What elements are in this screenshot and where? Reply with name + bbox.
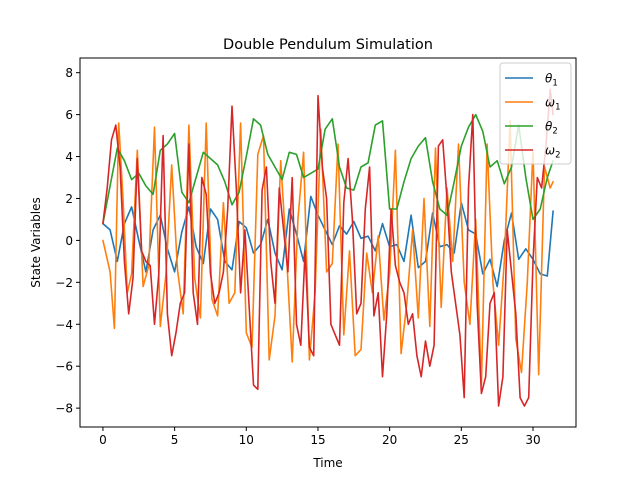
- legend-label-2: ω1: [545, 96, 560, 113]
- x-tick-label: 0: [99, 433, 107, 447]
- series-lines: [102, 88, 554, 407]
- legend: θ1 ω1 θ2 ω2: [499, 62, 572, 165]
- y-tick-label: −4: [55, 318, 73, 332]
- y-tick-label: −2: [55, 276, 73, 290]
- series-line-3: [102, 113, 554, 225]
- y-axis-label: State Variables: [29, 197, 43, 287]
- legend-label-3: θ2: [545, 120, 558, 137]
- y-tick-label: 4: [65, 150, 73, 164]
- y-tick-label: −8: [55, 402, 73, 416]
- x-tick-label: 5: [171, 433, 179, 447]
- legend-box: [499, 62, 572, 165]
- x-tick-label: 10: [239, 433, 254, 447]
- x-tick-label: 15: [310, 433, 325, 447]
- y-tick-label: 2: [65, 192, 73, 206]
- series-line-2: [102, 120, 554, 386]
- y-tick-label: −6: [55, 360, 73, 374]
- x-axis-label: Time: [312, 456, 342, 470]
- y-axis-ticks: −8 −6 −4 −2 0 2 4 6 8: [55, 66, 80, 416]
- chart-title: Double Pendulum Simulation: [223, 37, 433, 53]
- legend-label-4: ω2: [545, 144, 560, 161]
- x-tick-label: 25: [454, 433, 469, 447]
- x-tick-label: 20: [382, 433, 397, 447]
- series-line-4: [102, 88, 554, 407]
- legend-label-1: θ1: [545, 72, 558, 89]
- x-tick-label: 30: [525, 433, 540, 447]
- x-axis-ticks: 0 5 10 15 20 25 30: [99, 427, 541, 447]
- y-tick-label: 6: [65, 108, 73, 122]
- plot-area-frame: [79, 57, 577, 428]
- y-tick-label: 8: [65, 66, 73, 80]
- y-tick-label: 0: [65, 234, 73, 248]
